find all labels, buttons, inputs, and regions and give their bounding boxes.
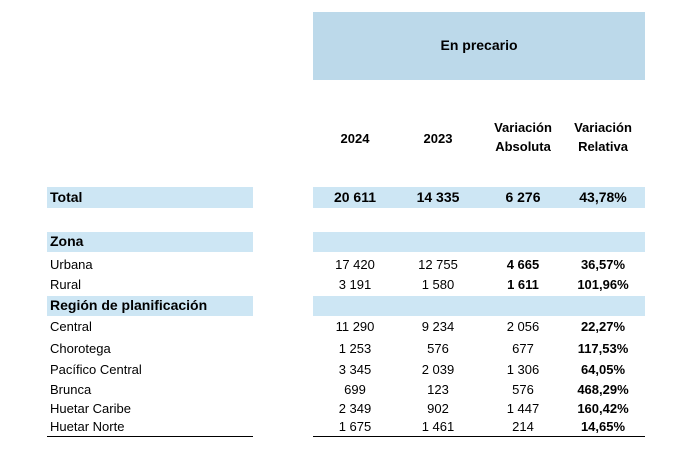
- cell-2024: 1 253: [338, 341, 372, 356]
- region-band-label: [47, 296, 253, 316]
- cell-2023: 12 755: [418, 257, 458, 272]
- column-header-variacion-absoluta: Variación Absoluta: [494, 120, 552, 154]
- row-label: Rural: [50, 277, 82, 292]
- total-band-values: [313, 187, 645, 208]
- section-label: Zona: [50, 233, 84, 249]
- cell-2023: 1 461: [421, 419, 455, 434]
- cell-2024: 20 611: [333, 189, 377, 205]
- cell-variacion-absoluta: 6 276: [505, 189, 541, 205]
- bottom-rule-right: [313, 436, 645, 437]
- total-band-label: [47, 187, 253, 208]
- section-label: Región de planificación: [50, 297, 208, 313]
- cell-variacion-relativa: 22,27%: [580, 319, 626, 334]
- cell-variacion-absoluta: 4 665: [506, 257, 540, 272]
- row-label: Urbana: [50, 257, 93, 272]
- cell-2024: 11 290: [335, 319, 375, 334]
- cell-variacion-relativa: 43,78%: [579, 189, 627, 205]
- row-label: Central: [50, 319, 92, 334]
- cell-2023: 14 335: [416, 189, 460, 205]
- row-label: Total: [50, 189, 83, 205]
- row-label: Brunca: [50, 382, 92, 397]
- cell-variacion-absoluta: 1 447: [506, 401, 540, 416]
- cell-2023: 9 234: [421, 319, 455, 334]
- cell-variacion-relativa: 468,29%: [577, 382, 629, 397]
- cell-2024: 2 349: [338, 401, 372, 416]
- cell-variacion-absoluta: 2 056: [506, 319, 540, 334]
- cell-2023: 1 580: [421, 277, 455, 292]
- header-group-band: [313, 12, 645, 80]
- cell-variacion-relativa: 14,65%: [580, 419, 626, 434]
- cell-variacion-absoluta: 677: [512, 341, 534, 356]
- cell-2024: 1 675: [338, 419, 372, 434]
- column-header-2024: 2024: [340, 131, 370, 146]
- cell-variacion-relativa: 101,96%: [577, 277, 629, 292]
- cell-2023: 902: [427, 401, 449, 416]
- cell-2023: 576: [427, 341, 449, 356]
- zona-band-label: [47, 232, 253, 252]
- header-group-title: En precario: [440, 37, 518, 53]
- cell-variacion-absoluta: 1 611: [507, 277, 539, 292]
- cell-variacion-relativa: 64,05%: [580, 362, 626, 377]
- cell-variacion-absoluta: 1 306: [506, 362, 540, 377]
- cell-2024: 3 191: [338, 277, 372, 292]
- row-label: Chorotega: [50, 341, 111, 356]
- column-header-2023: 2023: [423, 131, 453, 146]
- cell-variacion-relativa: 117,53%: [577, 341, 629, 356]
- bottom-rule-left: [47, 436, 253, 437]
- row-label: Huetar Norte: [50, 419, 125, 434]
- cell-2024: 3 345: [338, 362, 372, 377]
- region-band-values: [313, 296, 645, 316]
- cell-2024: 17 420: [335, 257, 375, 272]
- cell-2024: 699: [344, 382, 366, 397]
- cell-variacion-relativa: 36,57%: [580, 257, 626, 272]
- row-label: Pacífico Central: [50, 362, 142, 377]
- zona-band-values: [313, 232, 645, 252]
- cell-variacion-absoluta: 214: [512, 419, 534, 434]
- cell-variacion-absoluta: 576: [512, 382, 534, 397]
- cell-2023: 123: [427, 382, 449, 397]
- cell-2023: 2 039: [421, 362, 455, 377]
- row-label: Huetar Caribe: [50, 401, 131, 416]
- column-header-variacion-relativa: Variación Relativa: [574, 120, 632, 154]
- cell-variacion-relativa: 160,42%: [577, 401, 629, 416]
